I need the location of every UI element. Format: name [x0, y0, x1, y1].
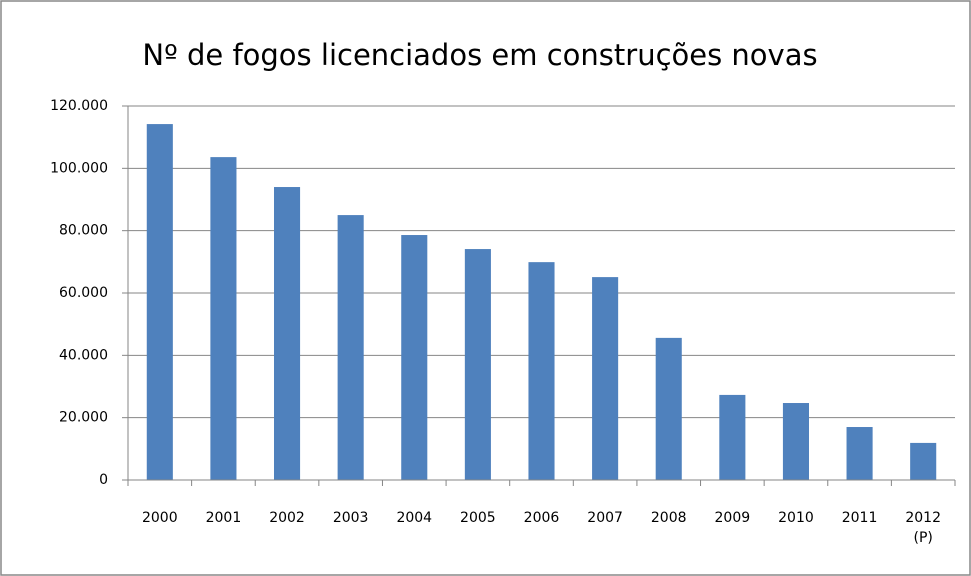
bar	[210, 157, 237, 480]
x-tick-label: 2010	[778, 510, 814, 526]
x-tick-label: 2008	[650, 510, 687, 526]
bar	[846, 427, 873, 480]
x-tick-label: 2003	[332, 510, 369, 526]
y-tick-label: 80.000	[59, 223, 108, 239]
x-tick-label: 2011	[841, 510, 878, 526]
x-tick-label: 2012 (P)	[905, 510, 941, 546]
bar	[401, 235, 428, 480]
bar	[337, 215, 364, 481]
bar	[528, 262, 555, 480]
x-tick-label: 2005	[460, 510, 496, 526]
y-tick-label: 120.000	[50, 98, 108, 114]
bar	[655, 337, 682, 480]
x-tick-label: 2000	[141, 510, 178, 526]
x-tick-label: 2001	[205, 510, 242, 526]
x-tick-label: 2009	[714, 510, 751, 526]
y-tick-label: 100.000	[50, 160, 108, 176]
chart-title: Nº de fogos licenciados em construções n…	[142, 38, 817, 72]
bar	[910, 442, 937, 480]
bar	[464, 249, 491, 480]
x-tick-label: 2002	[269, 510, 305, 526]
bar	[592, 277, 619, 480]
bar	[782, 403, 810, 480]
y-tick-label: 0	[99, 472, 108, 488]
bar	[719, 394, 746, 480]
y-tick-label: 20.000	[59, 410, 108, 426]
x-tick-label: 2006	[523, 510, 560, 526]
y-tick-label: 40.000	[59, 347, 108, 363]
bar	[273, 187, 301, 481]
x-tick-label: 2004	[396, 510, 433, 526]
x-tick-label: 2007	[587, 510, 623, 526]
bar	[146, 124, 173, 481]
y-tick-label: 60.000	[59, 285, 108, 301]
